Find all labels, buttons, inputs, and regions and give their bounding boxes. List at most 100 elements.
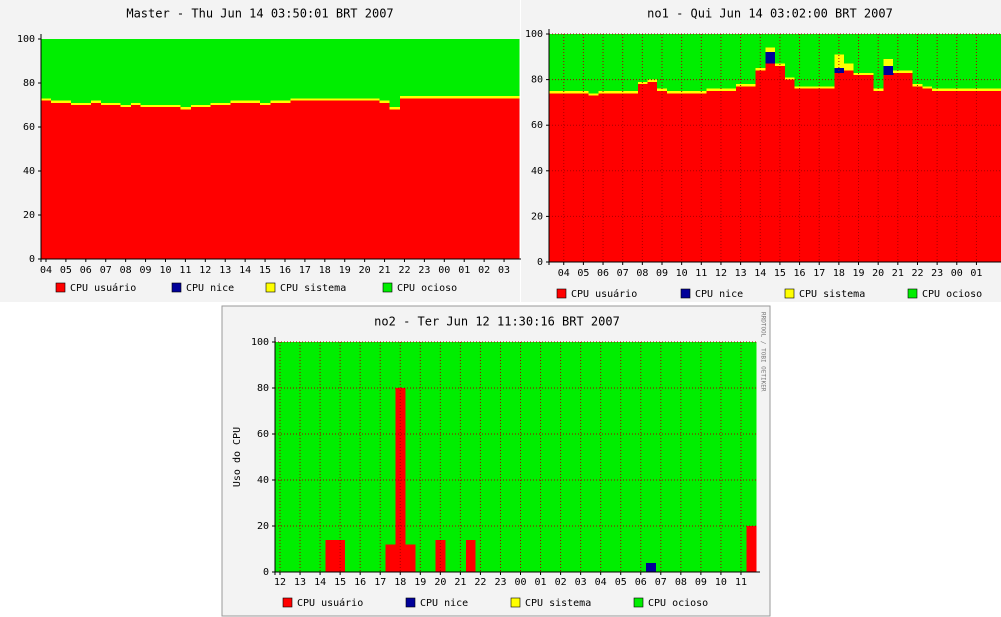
area-column — [459, 96, 470, 99]
area-column — [716, 91, 727, 262]
area-column — [607, 34, 619, 91]
x-tick-label: 21 — [454, 577, 466, 588]
x-tick-label: 15 — [334, 577, 346, 588]
area-column — [961, 34, 972, 89]
area-column — [558, 91, 570, 94]
area-column — [981, 91, 992, 262]
area-column — [735, 86, 746, 262]
area-column — [369, 98, 380, 101]
area-column — [90, 39, 102, 101]
area-column — [365, 342, 376, 572]
area-column — [419, 98, 430, 260]
area-column — [329, 39, 341, 99]
area-column — [625, 342, 637, 572]
x-tick-label: 10 — [159, 265, 171, 276]
x-tick-label: 14 — [754, 268, 766, 279]
area-column — [335, 342, 346, 540]
area-column — [912, 86, 923, 262]
area-column — [645, 562, 657, 572]
area-column — [902, 34, 913, 71]
area-column — [389, 107, 400, 110]
area-column — [80, 102, 92, 105]
area-column — [160, 105, 171, 108]
area-column — [981, 88, 992, 91]
area-column — [509, 39, 520, 97]
y-tick-label: 40 — [531, 166, 543, 177]
area-column — [637, 81, 648, 85]
area-column — [90, 100, 102, 103]
area-column — [499, 39, 510, 97]
area-column — [873, 88, 884, 91]
area-column — [883, 34, 894, 60]
area-column — [971, 91, 982, 262]
legend-label: CPU ocioso — [397, 283, 457, 294]
area-column — [459, 39, 470, 97]
legend-swatch — [405, 597, 416, 608]
area-column — [469, 98, 480, 260]
area-column — [578, 91, 589, 94]
area-column — [190, 105, 201, 108]
area-column — [389, 109, 400, 260]
area-column — [305, 342, 316, 572]
area-column — [110, 105, 122, 259]
y-tick-label: 60 — [531, 120, 543, 131]
area-column — [549, 93, 560, 262]
x-tick-label: 14 — [239, 265, 251, 276]
area-column — [637, 34, 648, 82]
area-column — [804, 86, 815, 89]
area-column — [585, 342, 597, 572]
watermark: RRDTOOL / TOBI OETIKER — [760, 312, 767, 392]
area-column — [745, 34, 756, 85]
y-tick-label: 40 — [23, 166, 35, 177]
x-tick-label: 13 — [735, 268, 747, 279]
area-column — [120, 107, 132, 259]
area-column — [804, 88, 815, 262]
area-column — [409, 96, 420, 99]
area-column — [50, 100, 62, 103]
area-column — [260, 39, 271, 103]
area-column — [220, 105, 231, 259]
area-column — [240, 102, 251, 259]
area-column — [459, 98, 470, 260]
x-tick-label: 16 — [279, 265, 291, 276]
area-column — [627, 93, 638, 262]
area-column — [210, 39, 221, 103]
legend-label: CPU ocioso — [922, 289, 982, 300]
area-column — [385, 342, 396, 545]
area-column — [479, 96, 490, 99]
x-tick-label: 19 — [339, 265, 351, 276]
legend-swatch — [171, 282, 182, 293]
area-column — [853, 75, 864, 262]
area-column — [405, 342, 416, 545]
area-column — [289, 39, 301, 99]
area-column — [220, 102, 231, 105]
area-column — [439, 39, 450, 97]
x-tick-label: 06 — [80, 265, 92, 276]
area-column — [705, 342, 717, 572]
x-tick-label: 21 — [379, 265, 391, 276]
area-column — [676, 34, 687, 91]
area-column — [942, 88, 953, 91]
area-column — [525, 342, 536, 572]
area-column — [280, 102, 291, 259]
legend-label: CPU sistema — [525, 598, 591, 609]
area-column — [647, 34, 658, 80]
x-tick-label: 19 — [852, 268, 864, 279]
area-column — [170, 107, 181, 259]
x-tick-label: 09 — [140, 265, 152, 276]
area-column — [598, 93, 609, 262]
area-column — [339, 98, 351, 101]
area-column — [676, 91, 687, 94]
area-column — [379, 100, 390, 103]
area-column — [359, 100, 371, 259]
y-tick-label: 20 — [531, 211, 543, 222]
area-column — [607, 91, 619, 94]
area-column — [942, 91, 953, 262]
area-column — [932, 91, 943, 262]
area-column — [499, 96, 510, 99]
area-column — [60, 102, 72, 259]
legend-label: CPU ocioso — [648, 598, 708, 609]
area-column — [140, 39, 151, 105]
area-column — [902, 70, 913, 73]
area-column — [445, 342, 456, 572]
